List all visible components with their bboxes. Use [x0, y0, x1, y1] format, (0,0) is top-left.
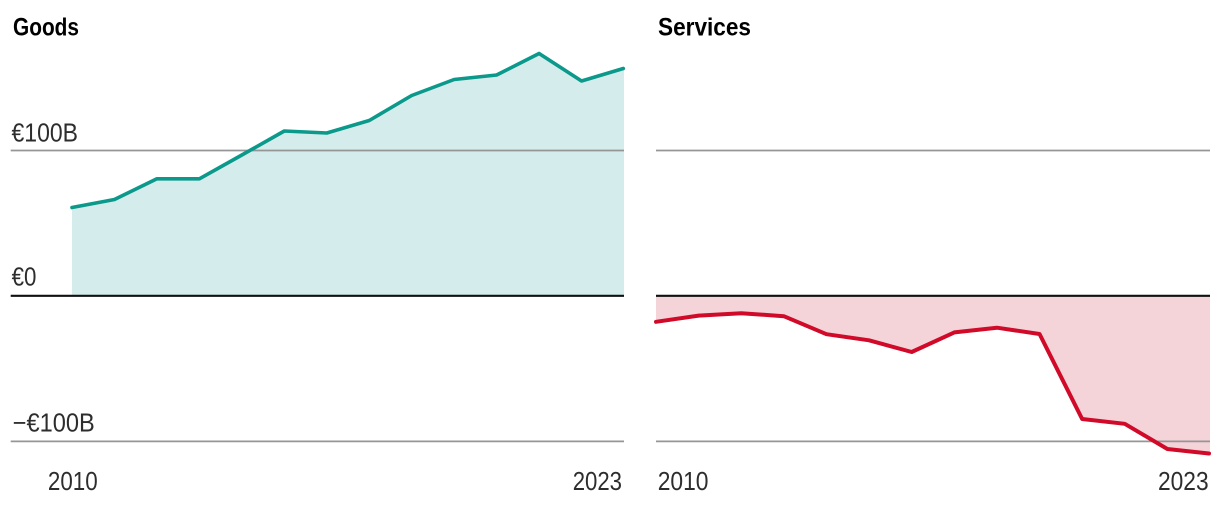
svg-text:2010: 2010: [658, 468, 709, 496]
svg-text:€0: €0: [12, 264, 37, 292]
svg-text:€100B: €100B: [12, 119, 79, 147]
svg-text:2023: 2023: [573, 468, 622, 496]
svg-text:Goods: Goods: [13, 13, 79, 41]
svg-text:2023: 2023: [1158, 468, 1209, 496]
svg-text:Services: Services: [658, 13, 751, 41]
svg-text:2010: 2010: [48, 468, 98, 496]
svg-text:−€100B: −€100B: [13, 409, 95, 437]
